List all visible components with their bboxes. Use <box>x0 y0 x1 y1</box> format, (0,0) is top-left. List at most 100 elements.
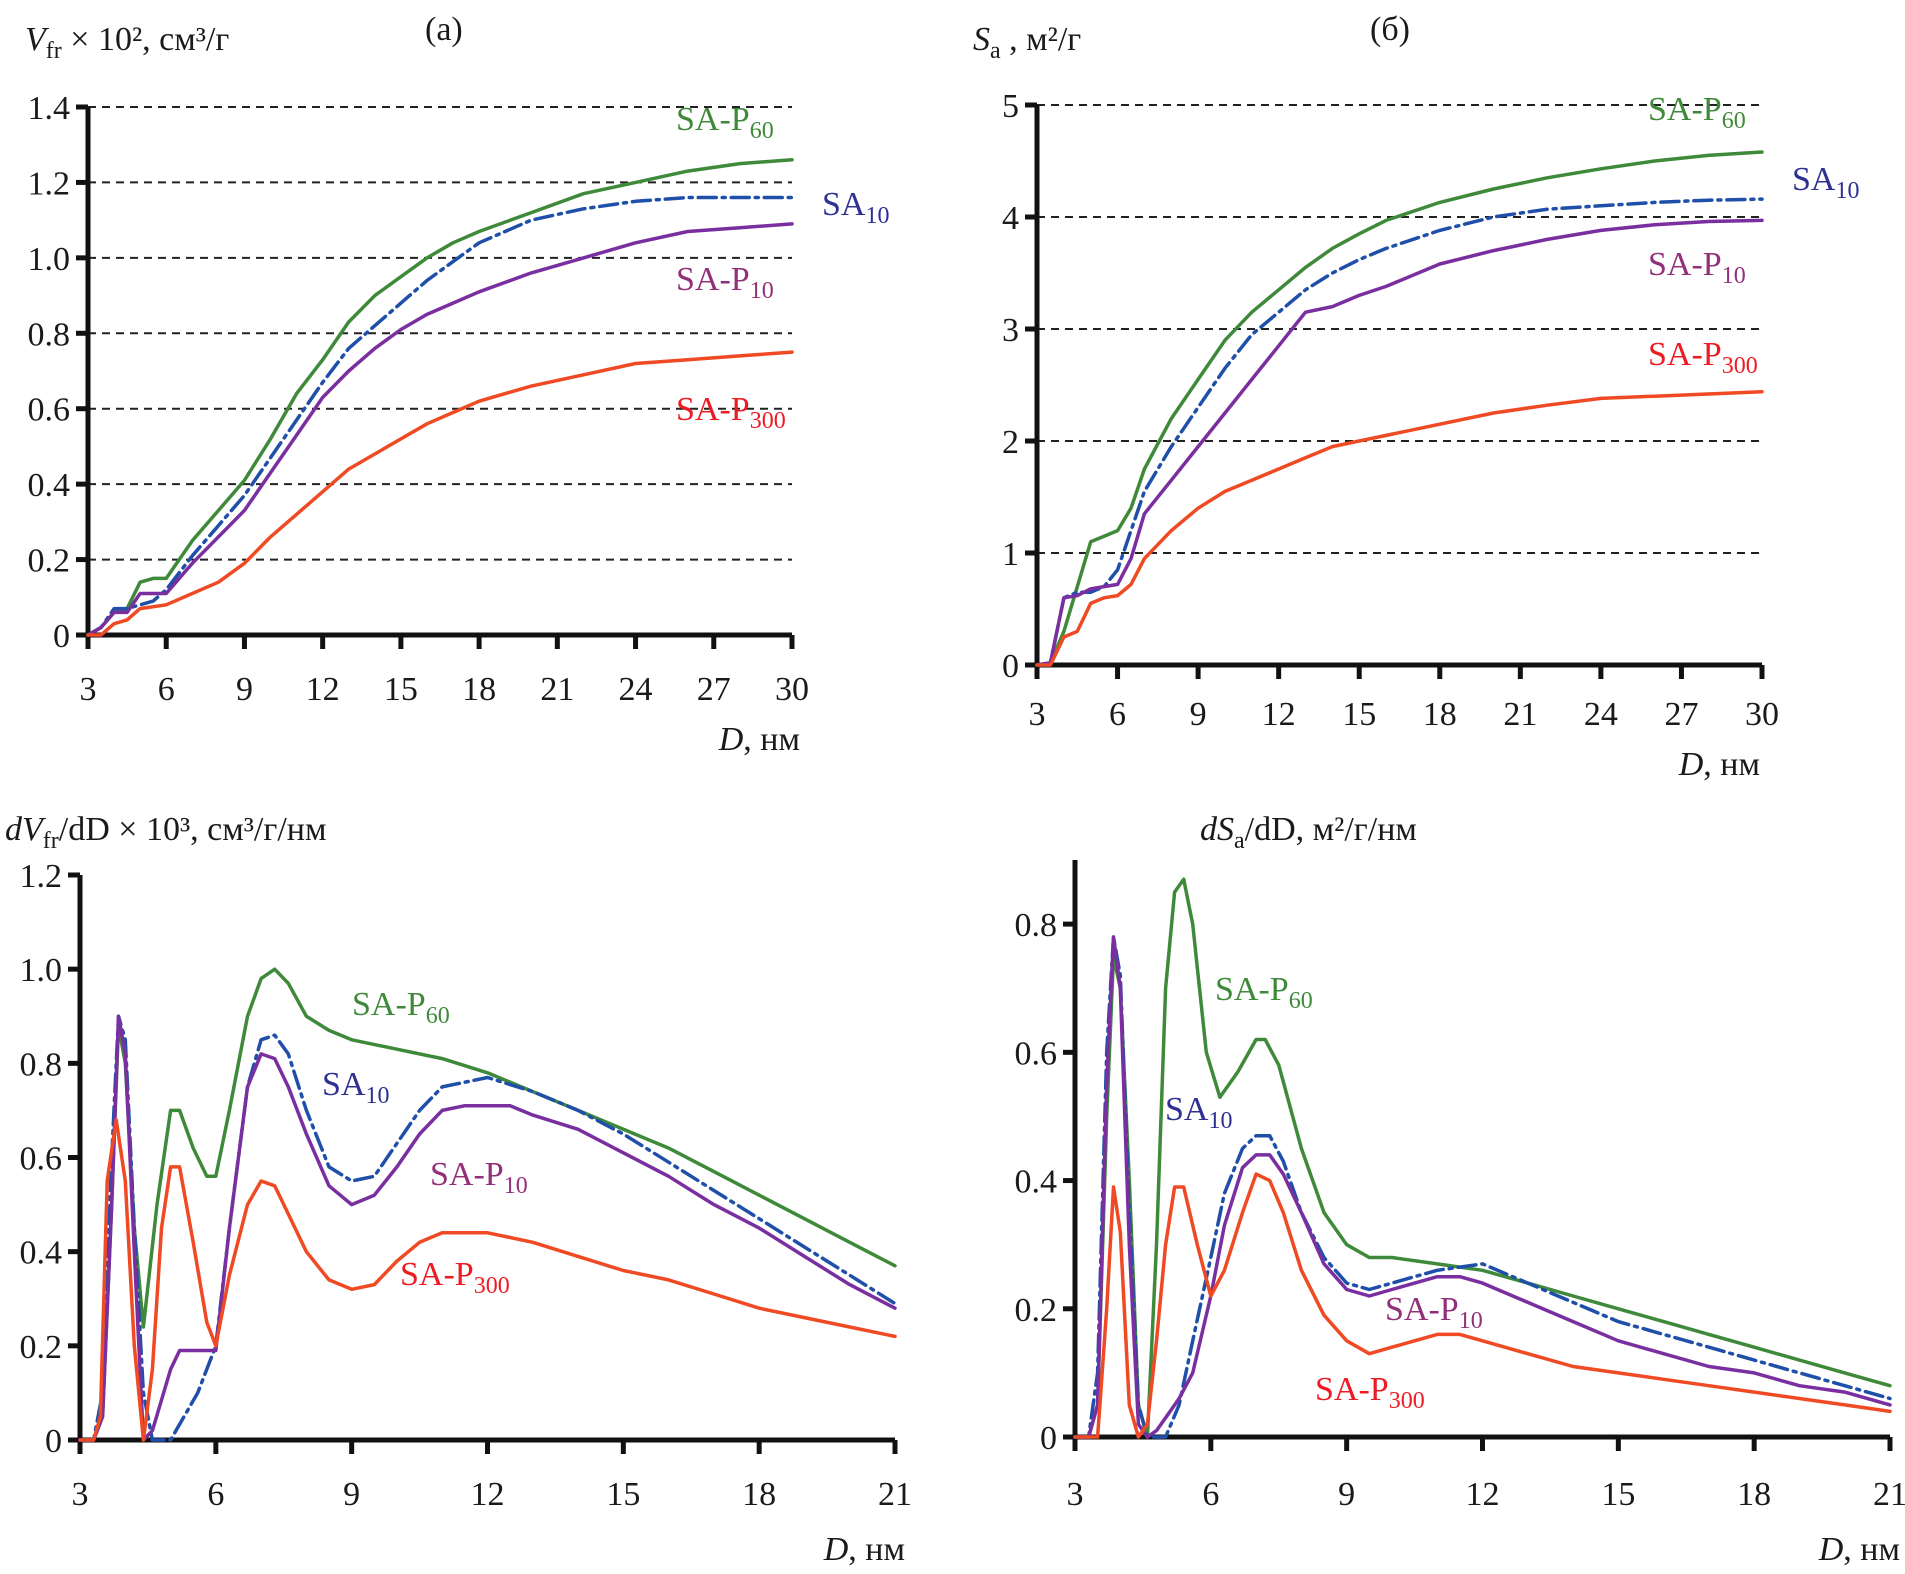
series-label-sa-p300: SA-P300 <box>676 391 786 434</box>
x-axis-title: D, нм <box>1678 746 1760 783</box>
y-tick-label: 5 <box>1002 88 1019 125</box>
x-tick-label: 24 <box>619 671 653 708</box>
x-axis-title: D, нм <box>823 1531 905 1568</box>
chart-panel-c: dVfr/dD × 10³, см³/г/нм D, нм 0 0.2 0.4 0.6 0.… <box>5 811 912 1568</box>
x-tick-label: 15 <box>1342 696 1376 733</box>
y-axis-title: dSa/dD, м²/г/нм <box>1200 811 1417 854</box>
y-tick-label: 0.4 <box>20 1235 63 1272</box>
series-line-sa10 <box>78 1014 897 1442</box>
x-tick-label: 12 <box>306 671 340 708</box>
series-label-sa-p10: SA-P10 <box>676 261 774 304</box>
y-tick-label: 0.2 <box>1015 1292 1058 1329</box>
series-label-sa10: SA10 <box>1792 161 1859 204</box>
x-tick-label: 15 <box>606 1476 640 1513</box>
chart-panel-d: dSa/dD, м²/г/нм D, нм 0 0.2 0.4 0.6 0.8 3 6 9 12 15… <box>1015 811 1905 1568</box>
series-line-sa-p10 <box>1035 218 1764 667</box>
y-tick-label: 0.6 <box>1015 1035 1058 1072</box>
y-tick-label: 4 <box>1002 200 1019 237</box>
y-tick-label: 1.2 <box>28 165 71 202</box>
x-tick-label: 9 <box>236 671 253 708</box>
y-tick-label: 0.8 <box>20 1046 63 1083</box>
y-tick-label: 0.8 <box>28 316 71 353</box>
series-label-sa-p300: SA-P300 <box>400 1256 510 1299</box>
series-line-sa-p10 <box>1073 935 1892 1439</box>
series-label-sa-p300: SA-P300 <box>1648 336 1758 379</box>
x-tick-label: 9 <box>343 1476 360 1513</box>
series-label-sa-p60: SA-P60 <box>1215 971 1313 1014</box>
x-tick-label: 6 <box>207 1476 224 1513</box>
x-tick-label: 21 <box>878 1476 912 1513</box>
x-tick-label: 3 <box>1029 696 1046 733</box>
y-axis-title: dVfr/dD × 10³, см³/г/нм <box>5 811 326 854</box>
series-label-sa-p60: SA-P60 <box>1648 91 1746 134</box>
x-tick-label: 21 <box>540 671 574 708</box>
series-line-sa-p60 <box>78 967 897 1442</box>
x-axis-title: D, нм <box>1818 1531 1900 1568</box>
series-label-sa-p60: SA-P60 <box>676 101 774 144</box>
y-tick-label: 0 <box>1002 648 1019 685</box>
series-line-sa-p300 <box>1035 389 1764 667</box>
x-tick-label: 6 <box>1202 1476 1219 1513</box>
x-tick-label: 12 <box>471 1476 505 1513</box>
series-line-sa10 <box>86 195 794 637</box>
x-tick-label: 24 <box>1584 696 1618 733</box>
x-tick-label: 15 <box>1601 1476 1635 1513</box>
y-tick-label: 0.4 <box>28 467 71 504</box>
y-tick-label: 1.4 <box>28 90 71 127</box>
series-label-sa10: SA10 <box>1165 1091 1232 1134</box>
y-tick-label: 1 <box>1002 536 1019 573</box>
y-tick-label: 0.6 <box>28 392 71 429</box>
x-tick-label: 27 <box>697 671 731 708</box>
y-tick-label: 3 <box>1002 312 1019 349</box>
x-tick-label: 12 <box>1262 696 1296 733</box>
y-tick-label: 2 <box>1002 424 1019 461</box>
x-tick-label: 18 <box>1737 1476 1771 1513</box>
chart-panel-a: (a) Vfr × 10², см³/г D, нм 0 0.2 0.4 0.6 0.8 1.0… <box>25 11 889 758</box>
series-line-sa-p60 <box>86 158 794 637</box>
x-tick-label: 9 <box>1338 1476 1355 1513</box>
y-tick-label: 1.0 <box>28 241 71 278</box>
x-tick-label: 6 <box>158 671 175 708</box>
y-axis-title: Sa , м²/г <box>973 21 1081 64</box>
y-tick-label: 0.2 <box>20 1329 63 1366</box>
x-tick-label: 30 <box>775 671 809 708</box>
y-tick-label: 0.8 <box>1015 907 1058 944</box>
series-line-sa10 <box>1035 197 1764 667</box>
panel-label: (a) <box>425 11 463 48</box>
series-label-sa10: SA10 <box>822 186 889 229</box>
x-tick-label: 3 <box>1067 1476 1084 1513</box>
x-tick-label: 18 <box>742 1476 776 1513</box>
y-tick-label: 0 <box>53 618 70 655</box>
y-tick-label: 0.6 <box>20 1141 63 1178</box>
x-tick-label: 21 <box>1503 696 1537 733</box>
x-tick-label: 3 <box>80 671 97 708</box>
x-tick-label: 18 <box>462 671 496 708</box>
series-label-sa-p10: SA-P10 <box>1648 246 1746 289</box>
series-label-sa-p10: SA-P10 <box>430 1156 528 1199</box>
x-tick-label: 27 <box>1664 696 1698 733</box>
series-line-sa-p10 <box>86 222 794 637</box>
panel-label: (б) <box>1370 11 1410 48</box>
y-tick-label: 0.2 <box>28 543 71 580</box>
x-tick-label: 6 <box>1109 696 1126 733</box>
y-tick-label: 0 <box>45 1423 62 1460</box>
x-tick-label: 3 <box>72 1476 89 1513</box>
y-axis-title: Vfr × 10², см³/г <box>25 21 229 64</box>
series-line-sa-p300 <box>78 1118 897 1442</box>
y-tick-label: 1.0 <box>20 952 63 989</box>
series-label-sa10: SA10 <box>322 1066 389 1109</box>
x-tick-label: 30 <box>1745 696 1779 733</box>
series-label-sa-p300: SA-P300 <box>1315 1371 1425 1414</box>
y-tick-label: 0.4 <box>1015 1164 1058 1201</box>
x-axis-title: D, нм <box>718 721 800 758</box>
x-tick-label: 12 <box>1466 1476 1500 1513</box>
x-tick-label: 9 <box>1190 696 1207 733</box>
series-label-sa-p10: SA-P10 <box>1385 1291 1483 1334</box>
series-line-sa-p60 <box>1035 150 1764 667</box>
series-line-sa-p10 <box>78 1014 897 1442</box>
x-tick-label: 21 <box>1873 1476 1905 1513</box>
y-tick-label: 0 <box>1040 1420 1057 1457</box>
y-tick-label: 1.2 <box>20 858 63 895</box>
